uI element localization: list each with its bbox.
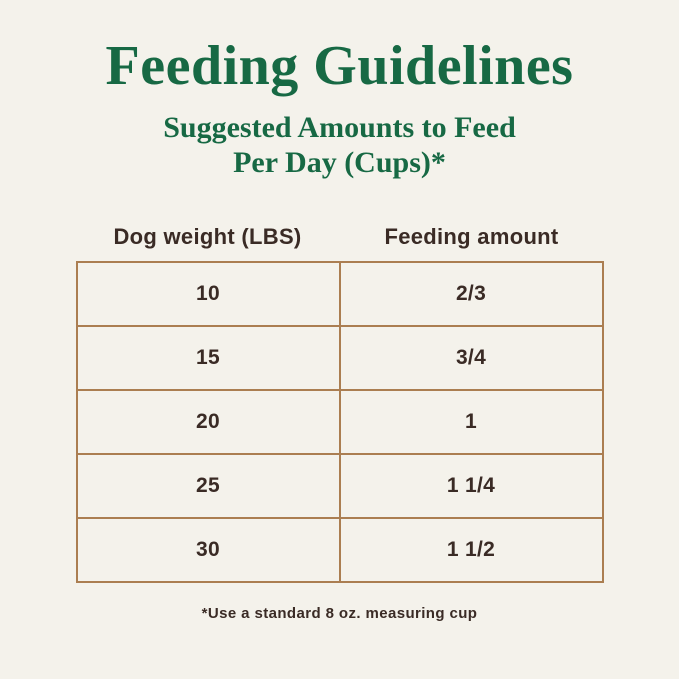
table-row: 25 1 1/4 [75,453,604,520]
table-row: 20 1 [75,389,604,456]
feeding-table-section: Dog weight (LBS) Feeding amount 10 2/3 1… [75,224,604,584]
cell-dog-weight: 10 [75,261,341,328]
column-header-dog-weight: Dog weight (LBS) [113,224,302,250]
cell-feeding-amount: 2/3 [338,261,604,328]
table-row: 30 1 1/2 [75,517,604,584]
table-header-row: Dog weight (LBS) Feeding amount [76,224,604,250]
cell-feeding-amount: 1 1/2 [338,517,604,584]
page-title: Feeding Guidelines [105,35,574,97]
column-header-feeding-amount: Feeding amount [384,224,559,250]
cell-dog-weight: 20 [75,389,341,456]
cell-feeding-amount: 3/4 [338,325,604,392]
cell-dog-weight: 25 [75,453,341,520]
subtitle-line-2: Per Day (Cups)* [233,146,446,180]
cell-feeding-amount: 1 1/4 [338,453,604,520]
feeding-table: 10 2/3 15 3/4 20 1 25 1 1/4 30 1 1/2 [75,261,604,584]
measuring-cup-footnote: *Use a standard 8 oz. measuring cup [201,605,478,623]
cell-dog-weight: 30 [75,517,341,584]
subtitle-line-1: Suggested Amounts to Feed [163,111,516,144]
page-subtitle: Suggested Amounts to Feed Per Day (Cups)… [0,110,679,180]
table-row: 10 2/3 [75,261,604,328]
cell-feeding-amount: 1 [338,389,604,456]
table-row: 15 3/4 [75,325,604,392]
cell-dog-weight: 15 [75,325,341,392]
